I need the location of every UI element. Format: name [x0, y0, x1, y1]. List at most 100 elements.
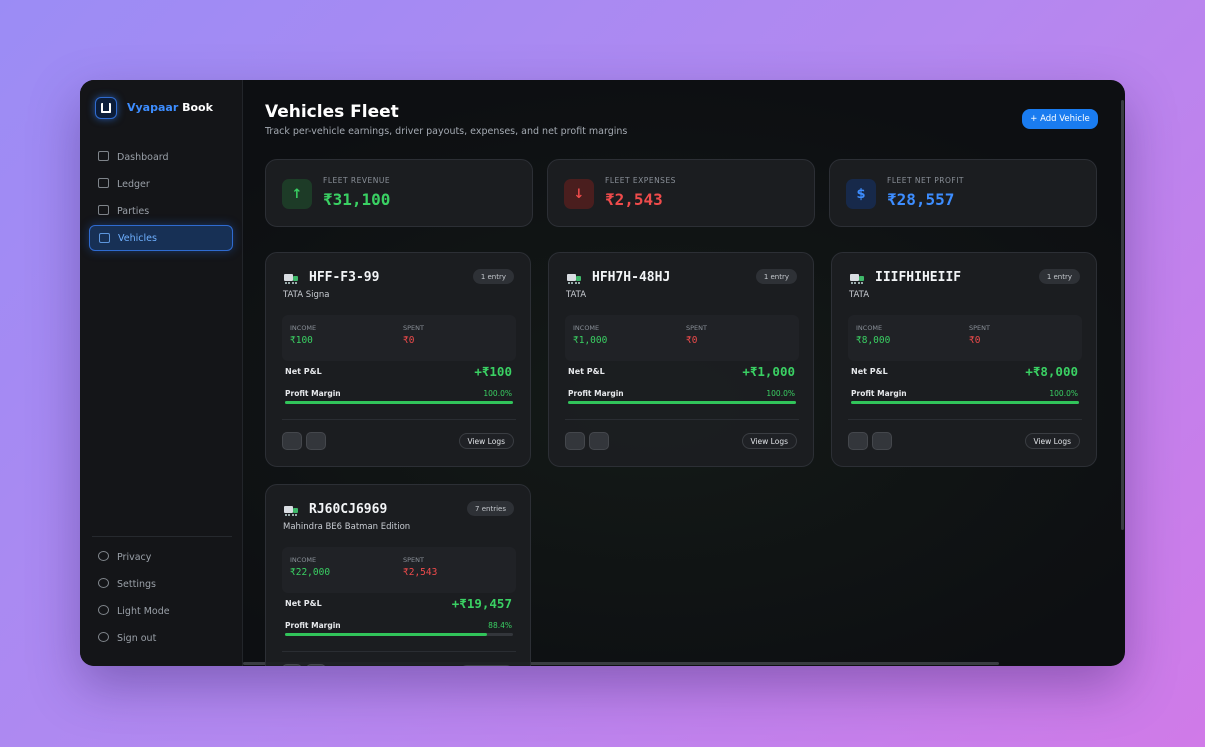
spent-label: SPENT	[686, 324, 707, 332]
truck-cab	[293, 508, 298, 513]
spent-label: SPENT	[403, 324, 424, 332]
truck-icon	[850, 274, 864, 284]
nav-label: Privacy	[117, 551, 152, 563]
delete-button[interactable]	[872, 432, 892, 450]
truck-body	[567, 274, 576, 281]
logo	[95, 97, 117, 119]
stat-card: ↑ FLEET REVENUE ₹31,100	[265, 159, 533, 227]
edit-button[interactable]	[848, 432, 868, 450]
spent-label: SPENT	[403, 556, 424, 564]
app-window: Vyapaar Book Dashboard Ledger Parties Vehic…	[80, 80, 1125, 666]
nav-item[interactable]: Vehicles	[89, 225, 233, 251]
model: TATA	[849, 290, 870, 300]
income-value: ₹8,000	[856, 335, 891, 346]
nav-icon	[98, 578, 109, 588]
stat-icon: ↑	[282, 179, 312, 209]
nav-label: Parties	[117, 205, 150, 217]
nav-label: Dashboard	[117, 151, 169, 163]
margin-track	[568, 401, 796, 404]
stat-label: FLEET NET PROFIT	[887, 176, 964, 185]
stat-value: ₹2,543	[605, 190, 663, 209]
main: Vehicles Fleet Track per-vehicle earning…	[243, 80, 1125, 666]
vehicle-card: RJ60CJ6969 Mahindra BE6 Batman Edition 7 e…	[265, 484, 531, 666]
nav-label: Light Mode	[117, 605, 170, 617]
truck-cab	[576, 276, 581, 281]
brand: Vyapaar Book	[127, 101, 213, 114]
stat-value: ₹28,557	[887, 190, 955, 209]
summary-box: INCOME ₹1,000 SPENT ₹0	[565, 315, 799, 361]
truck-icon	[567, 274, 581, 284]
delete-button[interactable]	[589, 432, 609, 450]
income-value: ₹22,000	[290, 567, 331, 578]
entries-badge: 1 entry	[472, 269, 514, 284]
nav-icon	[98, 178, 109, 188]
view-logs-button[interactable]: View Logs	[1024, 433, 1080, 449]
truck-wheels	[285, 513, 297, 516]
stat-icon: ↓	[564, 179, 594, 209]
edit-button[interactable]	[282, 432, 302, 450]
divider	[565, 419, 799, 420]
page-subtitle: Track per-vehicle earnings, driver payou…	[265, 126, 628, 137]
edit-button[interactable]	[282, 664, 302, 666]
spent-label: SPENT	[969, 324, 990, 332]
pnl-value: +₹100	[474, 364, 512, 379]
truck-body	[284, 274, 293, 281]
margin-value: 100.0%	[766, 389, 795, 398]
margin-value: 88.4%	[488, 621, 512, 630]
margin-track	[285, 633, 513, 636]
truck-wheels	[285, 281, 297, 284]
nav-item[interactable]: Dashboard	[89, 144, 233, 170]
model: Mahindra BE6 Batman Edition	[283, 522, 411, 532]
nav-label: Vehicles	[118, 232, 157, 244]
divider	[92, 536, 232, 537]
nav-label: Sign out	[117, 632, 157, 644]
view-logs-button[interactable]: View Logs	[741, 433, 797, 449]
spent-value: ₹0	[403, 335, 415, 346]
view-logs-button[interactable]: View Logs	[458, 665, 514, 666]
pnl-label: Net P&L	[851, 367, 888, 376]
plate: RJ60CJ6969	[309, 502, 388, 517]
summary-box: INCOME ₹22,000 SPENT ₹2,543	[282, 547, 516, 593]
footer-nav-item[interactable]: Sign out	[89, 625, 233, 651]
truck-cab	[859, 276, 864, 281]
pnl-label: Net P&L	[568, 367, 605, 376]
nav-icon	[98, 551, 109, 561]
nav-icon	[98, 605, 109, 615]
truck-icon	[284, 274, 298, 284]
stat-icon: $	[846, 179, 876, 209]
nav-item[interactable]: Ledger	[89, 171, 233, 197]
add-vehicle-button[interactable]: + Add Vehicle	[1022, 109, 1098, 129]
margin-label: Profit Margin	[285, 389, 341, 398]
logo-glyph	[101, 103, 111, 113]
delete-button[interactable]	[306, 432, 326, 450]
margin-bar	[285, 633, 487, 636]
summary-box: INCOME ₹100 SPENT ₹0	[282, 315, 516, 361]
divider	[282, 651, 516, 652]
delete-button[interactable]	[306, 664, 326, 666]
divider	[848, 419, 1082, 420]
divider	[282, 419, 516, 420]
footer-nav-item[interactable]: Settings	[89, 571, 233, 597]
footer-nav-item[interactable]: Light Mode	[89, 598, 233, 624]
view-logs-button[interactable]: View Logs	[458, 433, 514, 449]
entries-badge: 1 entry	[755, 269, 797, 284]
footer-nav-item[interactable]: Privacy	[89, 544, 233, 570]
entries-badge: 7 entries	[467, 501, 514, 516]
spent-value: ₹0	[686, 335, 698, 346]
stat-card: ↓ FLEET EXPENSES ₹2,543	[547, 159, 815, 227]
pnl-value: +₹19,457	[451, 596, 512, 611]
income-label: INCOME	[290, 324, 317, 332]
margin-label: Profit Margin	[851, 389, 907, 398]
nav-icon	[98, 205, 109, 215]
margin-value: 100.0%	[1049, 389, 1078, 398]
nav-label: Ledger	[117, 178, 150, 190]
stat-label: FLEET REVENUE	[323, 176, 391, 185]
nav-item[interactable]: Parties	[89, 198, 233, 224]
margin-label: Profit Margin	[285, 621, 341, 630]
vehicle-card: IIIFHIHEIIF TATA 1 entry INCOME ₹8,000 SPENT ₹…	[831, 252, 1097, 467]
edit-button[interactable]	[565, 432, 585, 450]
brand-second: Book	[182, 101, 213, 114]
truck-body	[284, 506, 293, 513]
margin-label: Profit Margin	[568, 389, 624, 398]
sidebar: Vyapaar Book Dashboard Ledger Parties Vehic…	[80, 80, 243, 666]
